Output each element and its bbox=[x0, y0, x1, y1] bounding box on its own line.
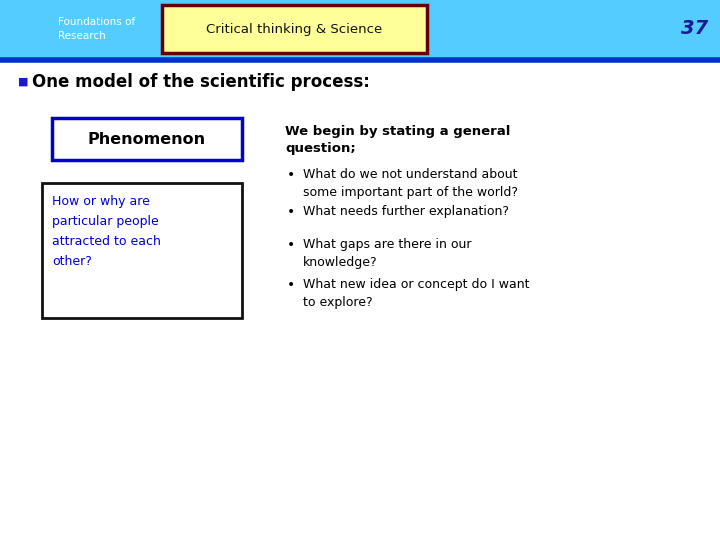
Text: How or why are
particular people
attracted to each
other?: How or why are particular people attract… bbox=[52, 195, 161, 268]
Text: One model of the scientific process:: One model of the scientific process: bbox=[32, 73, 370, 91]
Bar bbox=[42, 183, 242, 318]
Bar bbox=[0, 0, 720, 58]
Text: Phenomenon: Phenomenon bbox=[88, 132, 206, 146]
Text: We begin by stating a general: We begin by stating a general bbox=[285, 125, 510, 138]
Text: What gaps are there in our
knowledge?: What gaps are there in our knowledge? bbox=[303, 238, 472, 269]
Text: Foundations of
Research: Foundations of Research bbox=[58, 17, 135, 40]
Bar bbox=[162, 5, 427, 53]
Text: •: • bbox=[287, 278, 295, 292]
Text: •: • bbox=[287, 205, 295, 219]
Text: What new idea or concept do I want
to explore?: What new idea or concept do I want to ex… bbox=[303, 278, 529, 309]
Text: 37: 37 bbox=[680, 19, 708, 38]
Text: question;: question; bbox=[285, 142, 356, 155]
Bar bbox=[52, 118, 242, 160]
Text: Critical thinking & Science: Critical thinking & Science bbox=[207, 23, 382, 36]
Text: •: • bbox=[287, 238, 295, 252]
Text: What needs further explanation?: What needs further explanation? bbox=[303, 205, 509, 218]
Text: ■: ■ bbox=[18, 77, 29, 87]
Text: •: • bbox=[287, 168, 295, 182]
Text: What do we not understand about
some important part of the world?: What do we not understand about some imp… bbox=[303, 168, 518, 199]
